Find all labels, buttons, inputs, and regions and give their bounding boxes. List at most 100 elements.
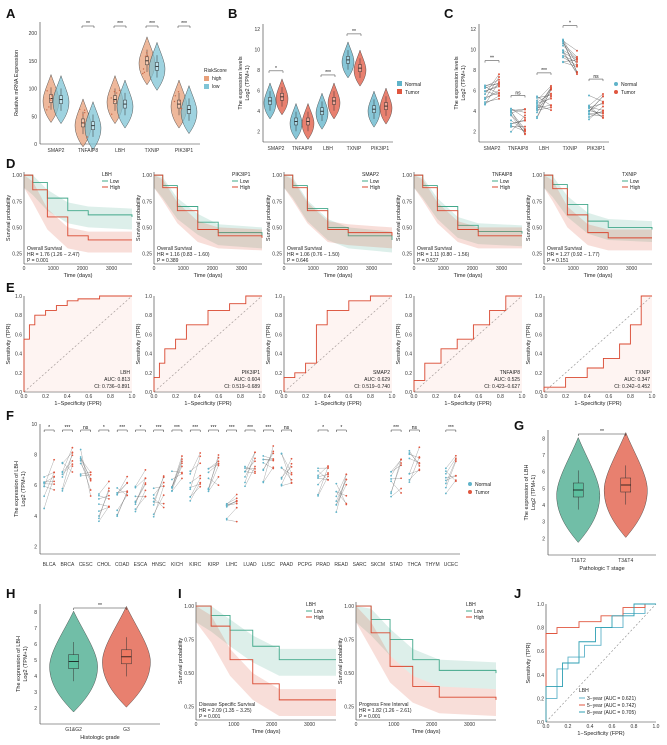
tumor-point [345,478,348,481]
pair-line [281,482,292,486]
sig-label: ** [98,603,102,609]
normal-point [444,486,447,489]
y-tick-label: 0.0 [275,390,282,396]
tumor-point [53,483,56,486]
y-tick-label: 200 [29,31,38,37]
roc-ci: CI: 0.519−0.740 [354,384,390,390]
pair-line [445,455,456,469]
tumor-point [290,462,293,465]
roc-area [544,296,652,392]
roc-auc: AUC: 0.525 [494,377,520,383]
x-tick-label: 3000 [304,722,315,728]
sig-label: *** [247,425,253,431]
normal-point [244,475,246,478]
sig-label: ns [593,74,599,80]
sig-bracket [208,429,219,432]
normal-point [390,491,392,493]
tumor-point [550,97,552,100]
x-tick-label: LUSC [262,562,276,568]
pair-line [588,110,604,118]
tumor-point [162,481,165,484]
legend-label: High [370,185,381,191]
x-tick-label: 1.0 [653,724,660,730]
sig-bracket [320,74,336,77]
x-axis-label: Time (days) [64,273,93,279]
x-tick-label: 0.0 [541,394,548,400]
normal-point [408,478,411,481]
data-point [174,95,177,97]
normal-point [408,449,411,452]
pair-line [80,472,91,475]
sig-label: ** [352,29,356,35]
normal-point [134,495,137,498]
pair-line [190,483,201,488]
high-ci-band [544,175,652,251]
y-tick-label: 1.00 [12,173,22,179]
y-tick-label: 1.0 [275,294,282,300]
roc-ci: CI: 0.519−0.689 [224,384,260,390]
low-ci-band [24,175,132,230]
data-point [180,107,182,110]
pair-line [318,474,329,477]
pair-line [98,481,110,495]
pair-line [226,500,237,506]
normal-point [189,481,192,484]
tumor-point [199,462,202,465]
y-tick-label: 0.50 [402,225,412,231]
normal-point [98,503,100,506]
y-tick-label: 8 [257,68,260,74]
normal-point [562,60,564,63]
normal-point [207,467,210,470]
normal-point [444,472,447,475]
y-tick-label: 6 [34,642,37,648]
y-tick-label: 4 [34,674,37,680]
tumor-point [290,471,293,474]
y-tick-label: 50 [31,114,37,120]
pair-line [562,50,578,75]
y-tick-label: 1.00 [532,173,542,179]
low-ci-band [356,606,496,690]
normal-point [484,96,486,99]
panel-label: E [6,280,15,295]
stat-p: P = 0.527 [417,258,439,264]
x-tick-label: 0.0 [281,394,288,400]
pair-line [409,470,420,474]
x-tick-label: 1000 [388,722,399,728]
x-axis-label: 1−Specificity (FPR) [54,401,101,407]
survival-plot: 0.250.500.751.000 1000 2000 3000PIK3IP1LowH… [136,172,263,279]
normal-point [79,473,82,476]
x-tick-label: 2000 [337,266,348,272]
tumor-point [199,452,202,454]
y-tick-label: 10 [254,48,260,54]
y-tick-label: 0.6 [537,649,544,655]
legend-swatch [468,482,472,486]
x-tick-label: CESC [79,562,93,568]
y-tick-label: 0.75 [184,638,194,644]
tumor-point [108,487,110,490]
normal-point [61,476,64,478]
y-axis-label: Survival probability [526,195,532,241]
sig-label: *** [229,425,235,431]
tumor-point [327,473,329,476]
sig-label: *** [541,68,547,74]
tumor-point [498,76,500,79]
x-tick-label: 2000 [266,722,277,728]
pair-line [317,472,329,485]
pair-line [171,459,183,488]
tumor-point [602,93,604,96]
y-tick-label: 0.4 [15,352,22,358]
x-tick-label: THCA [408,562,422,568]
stat-hr: HR = 2.09 (1.35 − 3.25) [199,708,252,714]
low-ci-band [154,175,262,249]
sig-label: *** [211,425,217,431]
y-tick-label: 1.0 [537,602,544,608]
sig-bracket [98,429,110,432]
pair-line [510,108,526,113]
data-point [46,109,48,111]
tumor-point [108,494,110,497]
sig-bracket [510,95,526,98]
pair-line [190,475,201,483]
tumor-point [144,489,147,492]
tumor-point [53,488,56,491]
normal-point [408,452,411,454]
